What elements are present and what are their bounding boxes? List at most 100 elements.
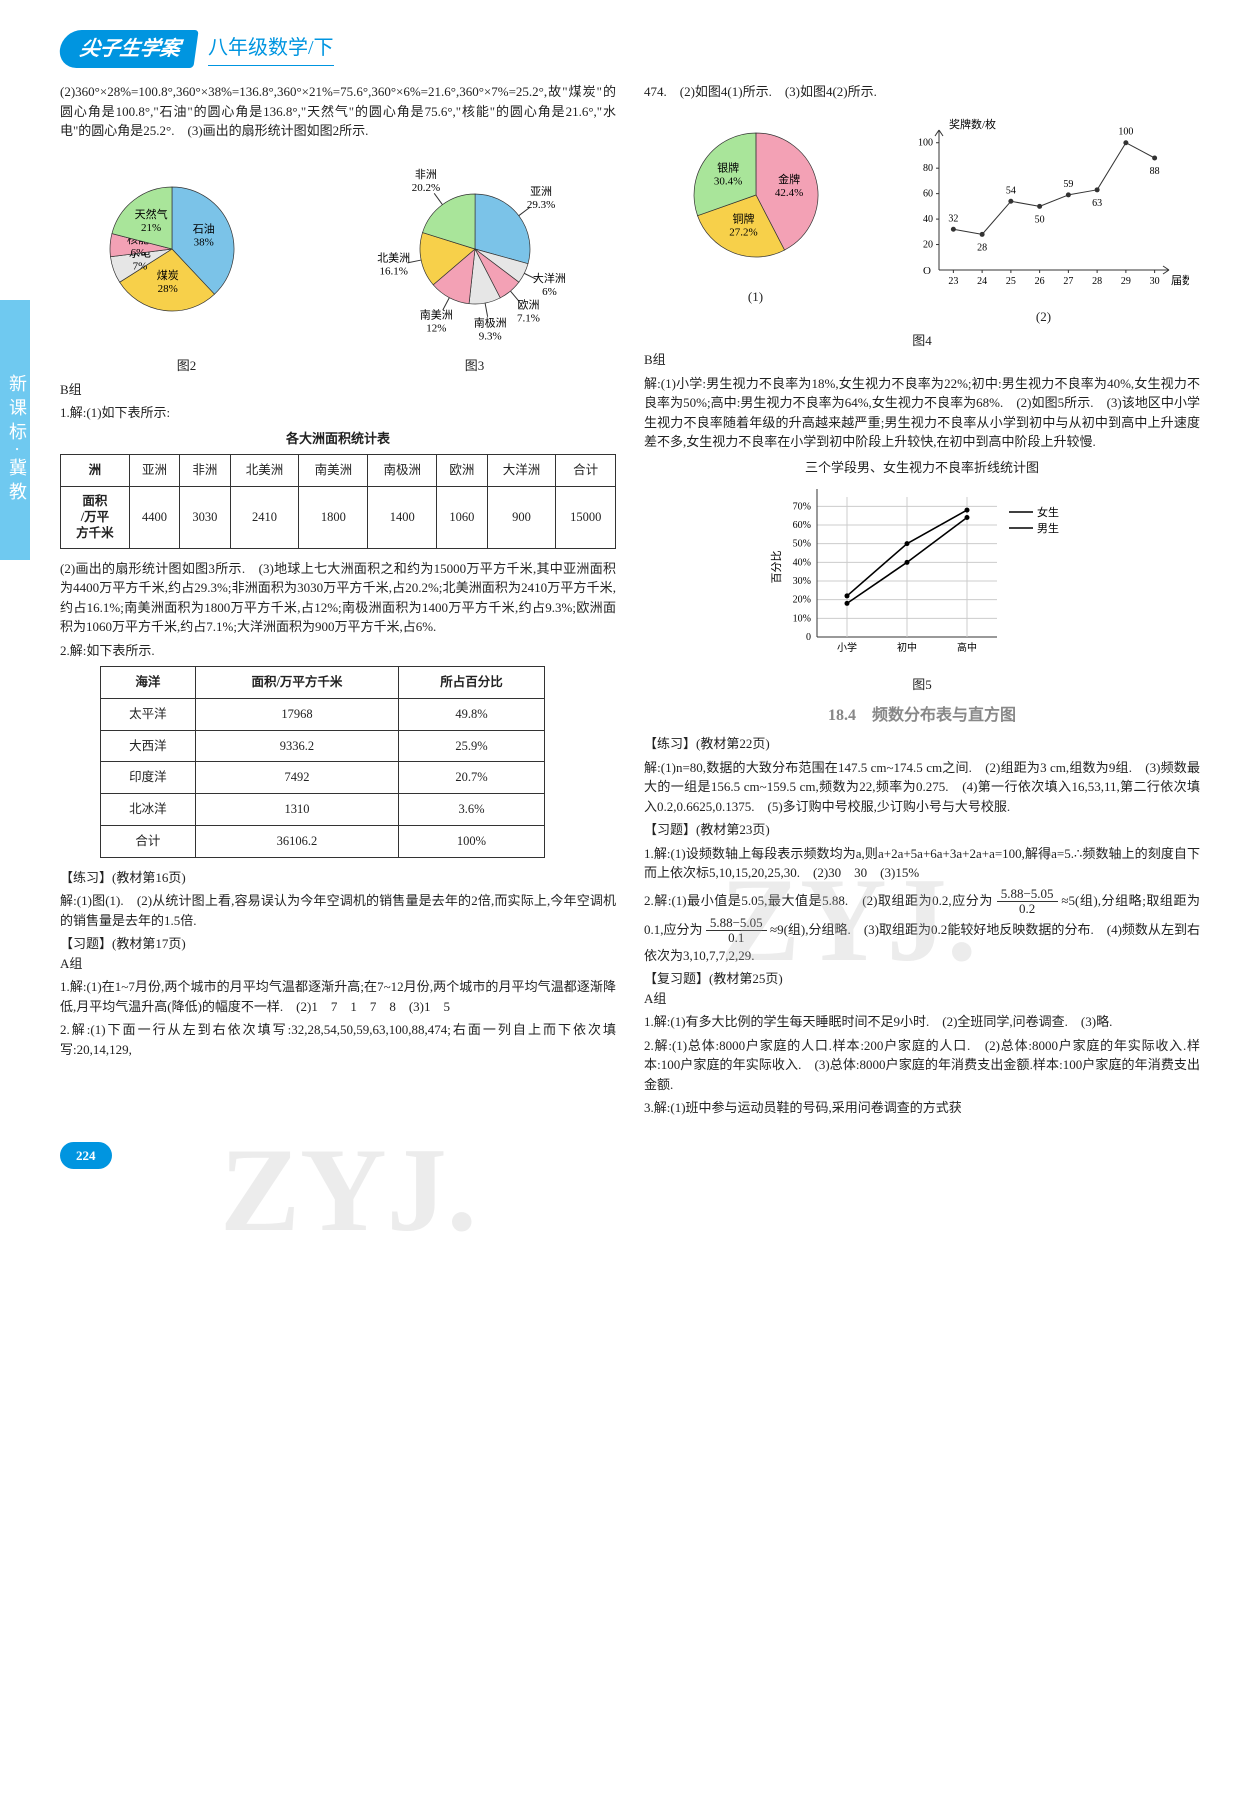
svg-text:29: 29 (1120, 276, 1130, 287)
figure-caption: 图5 (644, 675, 1200, 695)
svg-text:初中: 初中 (897, 641, 917, 654)
figure-caption: 图4 (644, 331, 1200, 351)
chart-title: 三个学段男、女生视力不良率折线统计图 (644, 458, 1200, 478)
page-header: 尖子生学案 八年级数学/下 (60, 30, 1200, 68)
svg-text:63: 63 (1092, 197, 1102, 208)
question-intro: 2.解:如下表所示. (60, 641, 616, 661)
svg-text:100: 100 (918, 137, 933, 148)
group-label: A组 (644, 989, 1200, 1009)
exercise-heading: 【习题】(教材第17页) (60, 934, 616, 954)
svg-text:9.3%: 9.3% (478, 330, 501, 342)
svg-text:O: O (923, 265, 931, 277)
svg-text:28%: 28% (157, 282, 177, 294)
svg-text:23: 23 (948, 276, 958, 287)
svg-text:28: 28 (1092, 276, 1102, 287)
svg-text:100: 100 (1118, 126, 1133, 137)
right-column: 474. (2)如图4(1)所示. (3)如图4(2)所示. 金牌42.4%铜牌… (644, 78, 1200, 1122)
pie-chart-medals: 金牌42.4%铜牌27.2%银牌30.4% (656, 110, 856, 280)
figure-5: 010%20%30%40%50%60%70%百分比小学初中高中女生男生 图5 (644, 477, 1200, 694)
svg-text:20: 20 (923, 239, 933, 250)
figure-4-1: 金牌42.4%铜牌27.2%银牌30.4% (1) (656, 110, 856, 307)
paragraph: (2)360°×28%=100.8°,360°×38%=136.8°,360°×… (60, 82, 616, 141)
ocean-area-table: 海洋面积/万平方千米所占百分比太平洋1796849.8%大西洋9336.225.… (100, 666, 545, 858)
side-tab: 新课标·冀教 (0, 300, 30, 560)
figure-3: 亚洲29.3%大洋洲6%欧洲7.1%南极洲9.3%南美洲12%北美洲16.1%非… (345, 149, 605, 376)
svg-text:30.4%: 30.4% (713, 175, 741, 187)
svg-text:0: 0 (806, 632, 811, 643)
svg-text:7.1%: 7.1% (517, 312, 540, 324)
svg-text:奖牌数/枚: 奖牌数/枚 (949, 117, 996, 131)
svg-text:非洲: 非洲 (414, 168, 436, 181)
question-intro: 1.解:(1)如下表所示: (60, 403, 616, 423)
svg-text:24: 24 (977, 276, 987, 287)
svg-text:6%: 6% (542, 285, 557, 297)
svg-text:21%: 21% (141, 222, 161, 234)
paragraph: 2.解:(1)总体:8000户家庭的人口.样本:200户家庭的人口. (2)总体… (644, 1036, 1200, 1095)
svg-text:10%: 10% (793, 613, 811, 624)
svg-text:小学: 小学 (837, 641, 857, 654)
figure-caption: 图2 (72, 356, 302, 376)
svg-text:29.3%: 29.3% (526, 198, 554, 210)
svg-text:铜牌: 铜牌 (732, 211, 754, 225)
svg-text:50: 50 (1034, 214, 1044, 225)
group-label: B组 (60, 380, 616, 400)
series-badge: 尖子生学案 (57, 30, 198, 68)
svg-text:煤炭: 煤炭 (156, 268, 178, 281)
paragraph: 2.解:(1)最小值是5.05,最大值是5.88. (2)取组距为0.2,应分为… (644, 887, 1200, 966)
svg-text:28: 28 (977, 242, 987, 253)
svg-text:百分比: 百分比 (770, 551, 783, 584)
figure-4-2: 奖牌数/枚届数O20406080100233224282554265027592… (899, 110, 1189, 327)
figure-caption: 图3 (345, 356, 605, 376)
line-chart-vision: 010%20%30%40%50%60%70%百分比小学初中高中女生男生 (762, 477, 1082, 667)
svg-text:亚洲: 亚洲 (530, 185, 552, 197)
paragraph: 1.解:(1)设频数轴上每段表示频数均为a,则a+2a+5a+6a+3a+2a+… (644, 844, 1200, 883)
table-title: 各大洲面积统计表 (60, 429, 616, 449)
paragraph: 1.解:(1)有多大比例的学生每天睡眠时间不足9小时. (2)全班同学,问卷调查… (644, 1012, 1200, 1032)
group-label: A组 (60, 954, 616, 974)
svg-text:高中: 高中 (957, 641, 977, 654)
svg-text:30%: 30% (793, 576, 811, 587)
line-chart-medals: 奖牌数/枚届数O20406080100233224282554265027592… (899, 110, 1189, 300)
svg-text:16.1%: 16.1% (379, 265, 407, 277)
page-subtitle: 八年级数学/下 (208, 33, 334, 66)
svg-text:32: 32 (948, 213, 958, 224)
page-number: 224 (60, 1142, 112, 1170)
paragraph: 474. (2)如图4(1)所示. (3)如图4(2)所示. (644, 82, 1200, 102)
paragraph: 解:(1)图(1). (2)从统计图上看,容易误认为今年空调机的销售量是去年的2… (60, 891, 616, 930)
svg-text:30: 30 (1149, 276, 1159, 287)
svg-text:南极洲: 南极洲 (473, 315, 506, 329)
figure-2: 石油38%煤炭28%水电7%核能6%天然气21% 图2 (72, 149, 302, 376)
svg-text:50%: 50% (793, 539, 811, 550)
svg-text:银牌: 银牌 (717, 160, 739, 174)
figure-subcaption: (2) (899, 307, 1189, 327)
svg-text:石油: 石油 (192, 221, 214, 235)
svg-text:20.2%: 20.2% (411, 182, 439, 194)
svg-text:天然气: 天然气 (134, 207, 167, 221)
watermark: ZYJ. (220, 1100, 477, 1280)
svg-text:40: 40 (923, 214, 933, 225)
svg-text:6%: 6% (130, 246, 145, 258)
svg-text:60: 60 (923, 188, 933, 199)
svg-text:金牌: 金牌 (778, 171, 800, 185)
section-heading: 18.4 频数分布表与直方图 (644, 704, 1200, 728)
paragraph: (2)画出的扇形统计图如图3所示. (3)地球上七大洲面积之和约为15000万平… (60, 559, 616, 637)
paragraph: 解:(1)n=80,数据的大致分布范围在147.5 cm~174.5 cm之间.… (644, 758, 1200, 817)
pie-chart-continents: 亚洲29.3%大洋洲6%欧洲7.1%南极洲9.3%南美洲12%北美洲16.1%非… (345, 149, 605, 349)
svg-text:38%: 38% (193, 236, 213, 248)
exercise-heading: 【练习】(教材第16页) (60, 868, 616, 888)
svg-text:59: 59 (1063, 178, 1073, 189)
continent-area-table: 洲亚洲非洲北美洲南美洲南极洲欧洲大洋洲合计面积/万平方千米44003030241… (60, 454, 616, 549)
left-column: (2)360°×28%=100.8°,360°×38%=136.8°,360°×… (60, 78, 616, 1122)
paragraph: 解:(1)小学:男生视力不良率为18%,女生视力不良率为22%;初中:男生视力不… (644, 374, 1200, 452)
svg-text:南美洲: 南美洲 (419, 308, 452, 321)
svg-text:欧洲: 欧洲 (517, 298, 539, 311)
group-label: B组 (644, 350, 1200, 370)
svg-text:70%: 70% (793, 501, 811, 512)
svg-text:40%: 40% (793, 557, 811, 568)
svg-text:26: 26 (1034, 276, 1044, 287)
svg-text:北美洲: 北美洲 (377, 251, 410, 264)
pie-chart-energy: 石油38%煤炭28%水电7%核能6%天然气21% (72, 149, 302, 349)
svg-text:54: 54 (1005, 185, 1015, 196)
figure-subcaption: (1) (656, 287, 856, 307)
svg-text:届数: 届数 (1171, 274, 1189, 287)
